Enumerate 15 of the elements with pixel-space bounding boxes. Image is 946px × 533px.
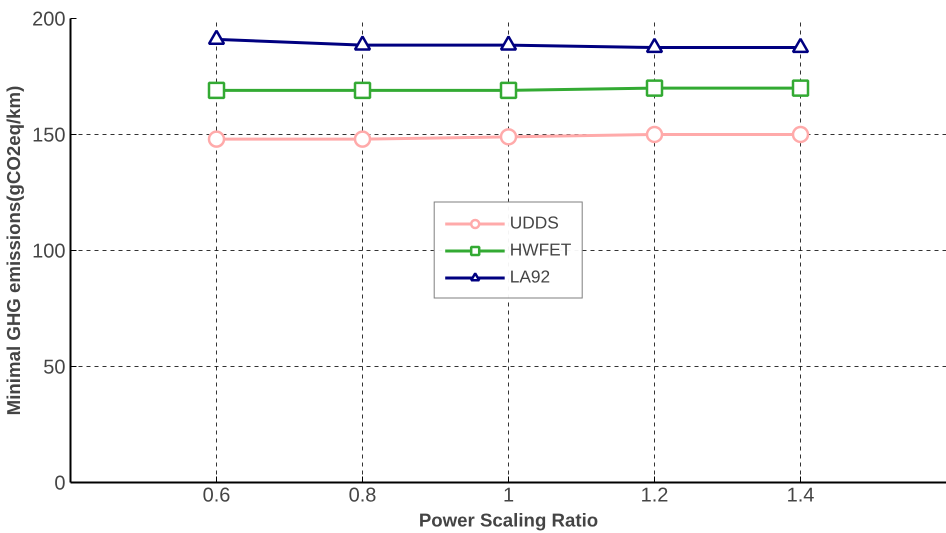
x-axis-title: Power Scaling Ratio bbox=[418, 510, 598, 530]
legend-label: LA92 bbox=[510, 266, 550, 288]
x-tick-label: 1.2 bbox=[640, 484, 668, 506]
x-tick-label: 1 bbox=[502, 484, 514, 506]
y-tick-label: 0 bbox=[54, 472, 66, 494]
y-tick-label: 150 bbox=[32, 124, 66, 146]
x-tick-label: 0.6 bbox=[202, 484, 230, 506]
y-tick-label: 100 bbox=[32, 240, 66, 262]
x-tick-label: 1.4 bbox=[786, 484, 814, 506]
legend-label: HWFET bbox=[510, 240, 572, 260]
y-axis-title: Minimal GHG emissions(gCO2eq/km) bbox=[3, 86, 24, 416]
legend-label: UDDS bbox=[510, 212, 559, 234]
y-tick-label: 200 bbox=[32, 8, 66, 30]
x-tick-label: 0.8 bbox=[348, 484, 376, 506]
y-tick-label: 50 bbox=[43, 356, 66, 378]
